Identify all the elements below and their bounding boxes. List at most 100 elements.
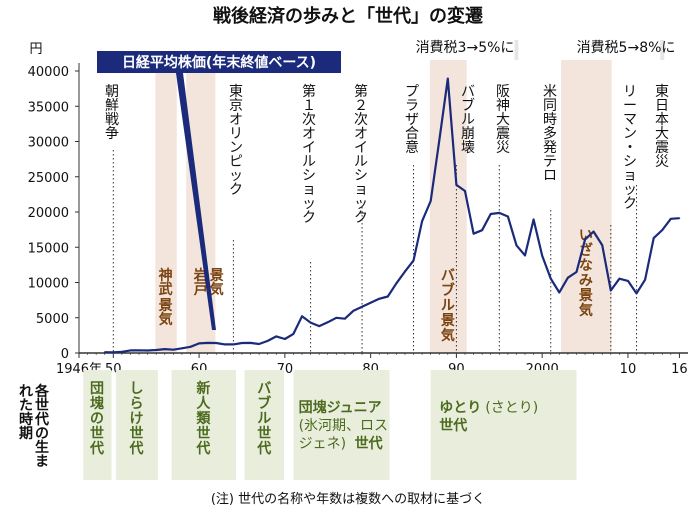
data-point (292, 333, 295, 335)
x-tick-label: 16 (671, 362, 688, 377)
data-point (275, 335, 278, 338)
boom-label: バブル景気 (441, 268, 455, 344)
data-point (524, 254, 526, 257)
data-point (284, 338, 286, 340)
data-point (146, 349, 149, 352)
data-point (584, 238, 586, 241)
generation-label: バブル世代 (256, 381, 271, 457)
data-point (678, 217, 681, 220)
legend-box (97, 51, 341, 73)
data-point (627, 280, 629, 282)
generation-sublabel: (氷河期、ロス (299, 418, 388, 434)
data-point (155, 349, 157, 351)
event-label: 第２次オイルショック (354, 83, 368, 226)
data-point (232, 343, 235, 346)
boom-band (561, 60, 612, 353)
y-tick-label: 35000 (28, 100, 69, 115)
data-point (129, 349, 132, 352)
data-point (386, 295, 389, 298)
y-axis-unit: 円 (29, 42, 42, 57)
data-point (181, 347, 183, 350)
data-point (558, 291, 561, 294)
data-point (549, 277, 552, 280)
tax-band (660, 40, 665, 60)
data-point (429, 200, 432, 202)
generation-label: 団塊の世代 (89, 381, 104, 457)
event-label: 東日本大震災 (655, 84, 669, 170)
data-point (301, 315, 303, 318)
data-point (670, 218, 672, 220)
data-point (326, 321, 329, 324)
data-point (412, 259, 415, 262)
data-point (198, 342, 200, 345)
data-point (224, 343, 226, 346)
data-point (121, 351, 123, 353)
boom-label: いざなみ景気 (579, 228, 593, 319)
data-point (215, 342, 218, 344)
data-point (258, 343, 260, 345)
data-point (369, 302, 372, 304)
data-point (575, 271, 578, 273)
data-point (592, 230, 595, 233)
event-label: 米同時多発テロ (543, 84, 557, 184)
event-label: 阪神大震災 (496, 84, 510, 156)
data-point (644, 278, 646, 281)
legend-pointer (176, 73, 216, 330)
y-tick-label: 40000 (28, 65, 69, 80)
generation-label: 団塊ジュニア (299, 399, 382, 416)
data-point (138, 349, 140, 352)
boom-band (429, 60, 467, 353)
generation-band (430, 370, 577, 480)
data-point (112, 351, 115, 354)
data-point (567, 276, 569, 279)
data-point (532, 218, 535, 221)
data-point (421, 220, 423, 222)
data-point (489, 213, 492, 215)
generation-band (83, 370, 112, 480)
data-point (266, 340, 269, 342)
boom-label: 神武 (159, 267, 173, 298)
nikkei-line (104, 77, 680, 354)
y-tick-label: 25000 (28, 171, 69, 186)
data-point (498, 212, 501, 214)
data-point (652, 237, 655, 239)
data-point (241, 342, 243, 344)
data-point (404, 270, 406, 273)
data-point (206, 342, 209, 344)
generation-band (293, 370, 390, 480)
event-label: プラザ合意 (405, 84, 419, 156)
generation-suffix: 世代 (355, 435, 383, 452)
y-tick-label: 30000 (28, 136, 69, 151)
data-point (635, 292, 638, 295)
event-label: 東京オリンピック (229, 84, 243, 198)
event-label: バブル崩壊 (461, 84, 475, 156)
boom-label-cont: 景気 (159, 298, 173, 328)
generation-label: ゆとり (439, 400, 481, 416)
data-point (438, 139, 441, 142)
tax-band (514, 40, 519, 60)
data-point (464, 190, 466, 192)
y-tick-label: 10000 (28, 277, 69, 292)
data-point (352, 309, 355, 312)
data-point (481, 229, 483, 232)
event-label: 朝鮮戦争 (105, 84, 119, 142)
data-point (318, 325, 320, 327)
generation-sublabel2: ジェネ) (299, 436, 346, 452)
data-point (103, 351, 106, 354)
data-point (378, 298, 381, 300)
tax-event-label: 消費税3→5%に (416, 40, 515, 56)
legend-label: 日経平均株価(年末終値ベース) (122, 54, 316, 71)
data-point (507, 215, 509, 218)
generation-band (171, 370, 236, 480)
event-label: 第１次オイルショック (302, 83, 316, 226)
data-point (361, 305, 363, 308)
y-tick-label: 20000 (28, 206, 69, 221)
generation-paren: (さとり) (485, 400, 538, 416)
chart-title: 戦後経済の歩みと「世代」の変遷 (213, 5, 483, 27)
data-point (618, 277, 621, 280)
x-tick-label: 10 (620, 362, 637, 377)
generation-band (115, 370, 158, 480)
y-tick-label: 5000 (36, 312, 69, 327)
boom-label-cont: 景気 (210, 268, 224, 298)
